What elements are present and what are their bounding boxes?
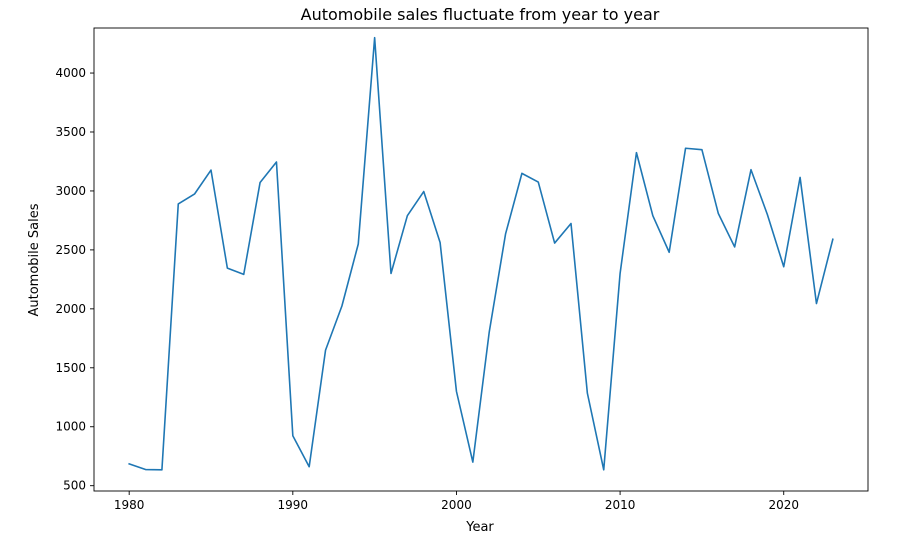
chart-title: Automobile sales fluctuate from year to …: [301, 5, 660, 24]
series-line-0: [128, 36, 834, 471]
y-tick-label: 1500: [55, 361, 86, 375]
plot-frame: [93, 27, 869, 492]
x-tick-label: 2000: [441, 498, 472, 512]
y-tick-label: 1000: [55, 420, 86, 434]
plot-area: 1980 1990 2000 2010 2020 500 1000 1500 2000 2500 3…: [55, 27, 869, 512]
x-tick-label: 1980: [114, 498, 145, 512]
x-tick-label: 2010: [605, 498, 636, 512]
x-tick-label: 2020: [768, 498, 799, 512]
y-tick-label: 2000: [55, 302, 86, 316]
y-tick-label: 500: [63, 479, 86, 493]
y-tick-label: 3500: [55, 125, 86, 139]
y-tick-label: 3000: [55, 184, 86, 198]
y-tick-label: 4000: [55, 66, 86, 80]
y-axis-label: Automobile Sales: [27, 203, 42, 316]
x-tick-label: 1990: [278, 498, 309, 512]
x-axis-label: Year: [465, 520, 494, 535]
y-tick-label: 2500: [55, 243, 86, 257]
